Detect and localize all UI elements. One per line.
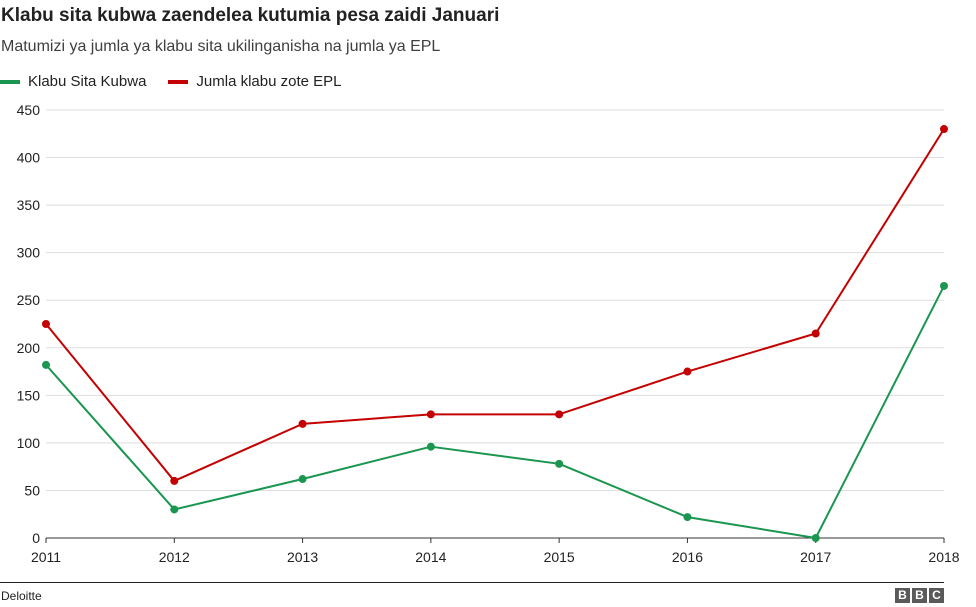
series-1-point-2013 (298, 419, 307, 428)
series-0-point-2011 (42, 360, 50, 369)
y-tick-label: 450 (17, 102, 41, 118)
x-tick-label: 2011 (31, 549, 61, 565)
series-0-point-2017 (811, 534, 820, 542)
series-1-point-2014 (426, 410, 435, 419)
legend-item-all-epl: Jumla klabu zote EPL (168, 73, 342, 90)
y-tick-label: 200 (17, 340, 41, 356)
series-0-point-2014 (426, 442, 435, 451)
series-line-1 (45, 128, 945, 482)
series-1-point-2018 (940, 125, 948, 134)
logo-letter-c: C (929, 588, 944, 603)
x-tick-label: 2012 (159, 549, 190, 565)
x-axis-ticks: 2011 2012 2013 2014 2015 2016 2017 2018 (31, 538, 960, 565)
y-tick-label: 150 (17, 387, 41, 403)
x-tick-label: 2016 (672, 549, 703, 565)
y-axis-ticks: 0 50 100 150 200 250 300 350 400 450 (17, 102, 41, 546)
y-tick-label: 100 (17, 435, 41, 451)
logo-letter-b2: B (912, 588, 927, 603)
series-line-0 (45, 285, 945, 539)
legend-label-all-epl: Jumla klabu zote EPL (196, 73, 342, 90)
legend-label-big-six: Klabu Sita Kubwa (28, 73, 147, 90)
legend-item-big-six: Klabu Sita Kubwa (0, 73, 146, 90)
y-tick-label: 400 (17, 150, 41, 166)
bbc-logo: B B C (893, 588, 944, 603)
y-tick-label: 50 (24, 482, 40, 498)
x-tick-label: 2017 (800, 549, 831, 565)
y-tick-label: 0 (32, 530, 40, 546)
x-tick-label: 2013 (287, 549, 318, 565)
logo-letter-b1: B (895, 588, 910, 603)
legend-swatch-all-epl (168, 79, 189, 84)
footer-divider (0, 582, 944, 583)
series-1-point-2015 (555, 410, 564, 419)
series-0-point-2013 (298, 475, 307, 484)
series-1-point-2016 (683, 367, 692, 376)
source-label: Deloitte (1, 589, 42, 603)
y-tick-label: 300 (17, 245, 41, 261)
legend-swatch-big-six (0, 79, 20, 84)
series-0-point-2016 (683, 513, 692, 522)
series-1-point-2012 (170, 476, 179, 485)
series-0-point-2018 (940, 281, 948, 290)
series-1-point-2017 (811, 329, 820, 338)
legend: Klabu Sita Kubwa Jumla klabu zote EPL (0, 73, 364, 90)
gridlines (46, 109, 944, 539)
x-tick-label: 2015 (544, 549, 575, 565)
x-tick-label: 2014 (415, 549, 446, 565)
series-0-point-2012 (170, 505, 179, 514)
x-tick-label: 2018 (928, 549, 959, 565)
chart-subtitle: Matumizi ya jumla ya klabu sita ukilinga… (1, 38, 441, 55)
chart-title: Klabu sita kubwa zaendelea kutumia pesa … (1, 5, 500, 26)
series-layer (42, 125, 948, 542)
series-1-point-2011 (42, 320, 50, 328)
y-tick-label: 350 (17, 197, 41, 213)
y-tick-label: 250 (17, 292, 41, 308)
series-0-point-2015 (555, 459, 564, 468)
